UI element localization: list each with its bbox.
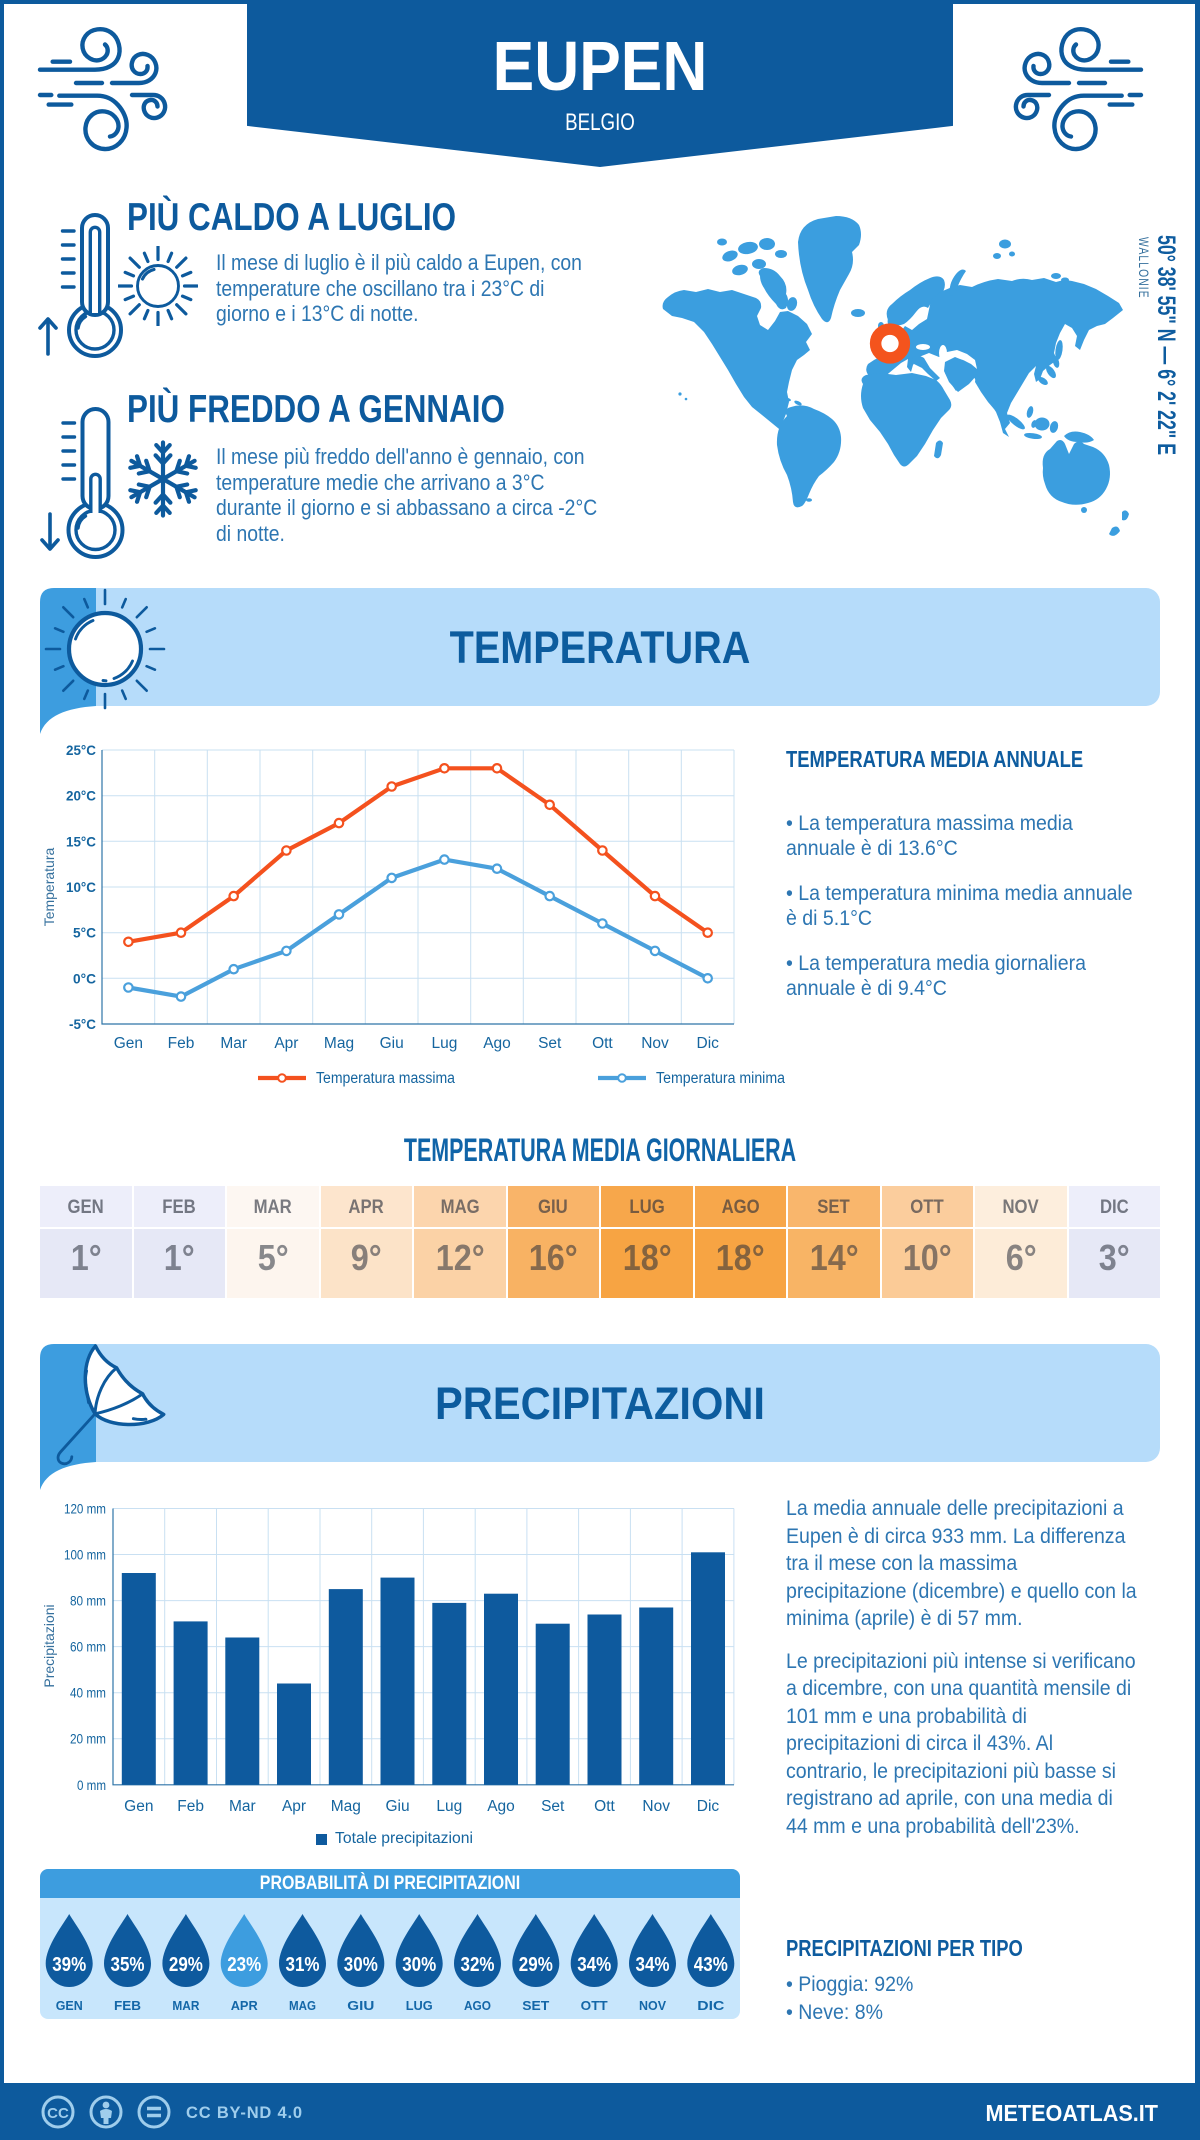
svg-text:35%: 35% xyxy=(111,1954,145,1976)
svg-text:APR: APR xyxy=(231,1998,259,2013)
svg-text:Giu: Giu xyxy=(385,1798,409,1815)
svg-text:29%: 29% xyxy=(169,1954,203,1976)
svg-text:20 mm: 20 mm xyxy=(70,1732,106,1747)
svg-text:Ott: Ott xyxy=(594,1798,615,1815)
svg-text:20°C: 20°C xyxy=(66,789,96,804)
svg-text:Mar: Mar xyxy=(220,1035,247,1052)
svg-text:34%: 34% xyxy=(636,1954,670,1976)
svg-text:Mag: Mag xyxy=(331,1798,361,1815)
svg-text:Totale precipitazioni: Totale precipitazioni xyxy=(335,1830,473,1847)
svg-text:60 mm: 60 mm xyxy=(70,1640,106,1655)
svg-text:Feb: Feb xyxy=(168,1035,195,1052)
svg-text:25°C: 25°C xyxy=(66,743,96,758)
svg-text:100 mm: 100 mm xyxy=(64,1548,106,1563)
svg-text:AGO: AGO xyxy=(464,1998,491,2013)
svg-text:40 mm: 40 mm xyxy=(70,1686,106,1701)
svg-text:Mar: Mar xyxy=(229,1798,256,1815)
svg-text:GEN: GEN xyxy=(56,1998,83,2013)
svg-text:Ago: Ago xyxy=(487,1798,515,1815)
svg-text:23%: 23% xyxy=(227,1954,261,1976)
svg-text:Nov: Nov xyxy=(641,1035,669,1052)
svg-text:0°C: 0°C xyxy=(73,971,96,986)
svg-text:Temperatura massima: Temperatura massima xyxy=(316,1070,455,1087)
svg-text:80 mm: 80 mm xyxy=(70,1594,106,1609)
svg-text:Giu: Giu xyxy=(380,1035,404,1052)
svg-text:Apr: Apr xyxy=(274,1035,298,1052)
svg-text:15°C: 15°C xyxy=(66,834,96,849)
svg-text:Feb: Feb xyxy=(177,1798,204,1815)
svg-text:CC: CC xyxy=(47,2105,69,2122)
svg-text:Temperatura: Temperatura xyxy=(41,847,57,926)
svg-text:MAG: MAG xyxy=(289,1998,316,2013)
svg-text:10°C: 10°C xyxy=(66,880,96,895)
svg-text:Gen: Gen xyxy=(124,1798,153,1815)
svg-text:Set: Set xyxy=(541,1798,565,1815)
svg-text:-5°C: -5°C xyxy=(69,1017,96,1032)
svg-text:Lug: Lug xyxy=(436,1798,462,1815)
svg-text:31%: 31% xyxy=(286,1954,320,1976)
svg-text:SET: SET xyxy=(522,1998,549,2013)
svg-text:Temperatura minima: Temperatura minima xyxy=(656,1070,785,1087)
svg-text:Ago: Ago xyxy=(483,1035,511,1052)
svg-text:30%: 30% xyxy=(344,1954,378,1976)
svg-text:NOV: NOV xyxy=(639,1998,666,2013)
svg-text:5°C: 5°C xyxy=(73,926,96,941)
svg-text:34%: 34% xyxy=(577,1954,611,1976)
svg-text:Apr: Apr xyxy=(282,1798,306,1815)
svg-text:OTT: OTT xyxy=(581,1998,608,2013)
svg-text:32%: 32% xyxy=(461,1954,495,1976)
svg-text:120 mm: 120 mm xyxy=(64,1502,106,1517)
svg-text:LUG: LUG xyxy=(406,1998,433,2013)
svg-text:DIC: DIC xyxy=(697,1998,725,2013)
svg-text:0 mm: 0 mm xyxy=(77,1778,106,1793)
svg-text:29%: 29% xyxy=(519,1954,553,1976)
svg-text:Mag: Mag xyxy=(324,1035,354,1052)
svg-text:GIU: GIU xyxy=(347,1998,374,2013)
svg-text:Ott: Ott xyxy=(592,1035,613,1052)
svg-text:Dic: Dic xyxy=(697,1035,720,1052)
svg-text:39%: 39% xyxy=(52,1954,86,1976)
svg-text:43%: 43% xyxy=(694,1954,728,1976)
svg-text:Gen: Gen xyxy=(114,1035,143,1052)
svg-text:Dic: Dic xyxy=(697,1798,720,1815)
svg-text:30%: 30% xyxy=(402,1954,436,1976)
svg-text:Lug: Lug xyxy=(431,1035,457,1052)
svg-text:MAR: MAR xyxy=(172,1998,200,2013)
svg-text:Precipitazioni: Precipitazioni xyxy=(41,1604,57,1687)
svg-text:Nov: Nov xyxy=(642,1798,670,1815)
svg-text:FEB: FEB xyxy=(114,1998,141,2013)
svg-text:Set: Set xyxy=(538,1035,562,1052)
